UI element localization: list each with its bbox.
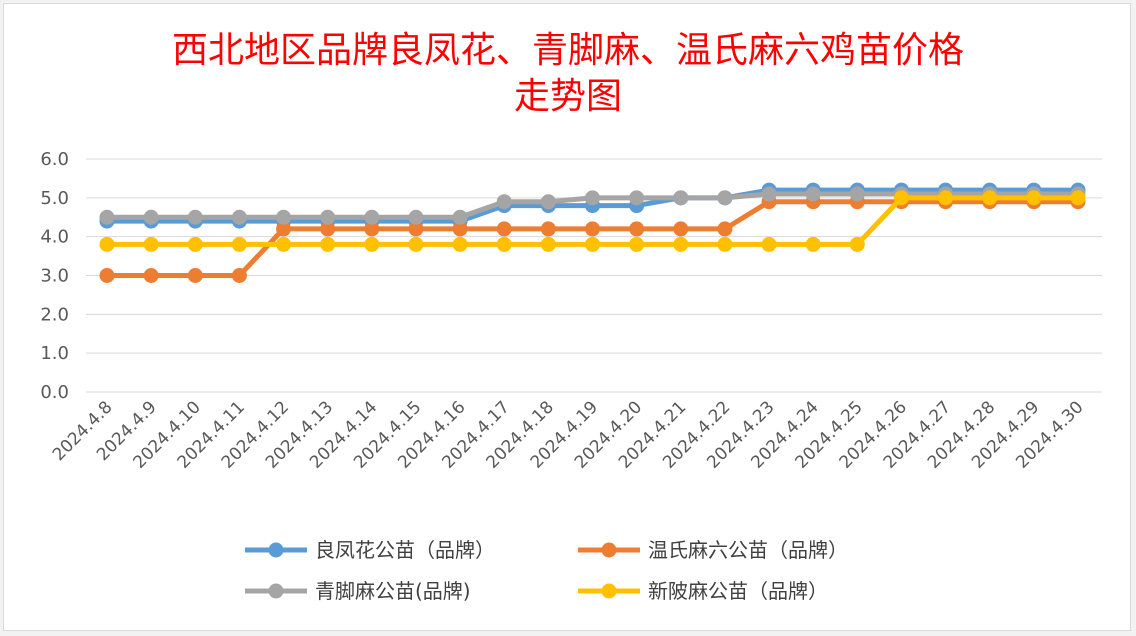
data-point [496, 221, 512, 237]
data-point [629, 236, 645, 252]
data-point [408, 209, 424, 225]
y-tick-label: 5.0 [40, 188, 69, 209]
data-point [143, 209, 159, 225]
data-point [673, 236, 689, 252]
data-point [761, 186, 777, 202]
data-point [320, 209, 336, 225]
data-point [1026, 190, 1042, 206]
legend-label: 新陂麻公苗（品牌） [648, 579, 828, 603]
legend-item: 温氏麻六公苗（品牌） [578, 538, 848, 562]
data-point [717, 236, 733, 252]
data-point [143, 268, 159, 283]
data-point [673, 190, 689, 206]
data-point [452, 209, 468, 225]
y-tick-label: 4.0 [40, 227, 69, 248]
data-point [540, 194, 556, 210]
legend-marker [601, 583, 617, 599]
legend-item: 新陂麻公苗（品牌） [578, 579, 828, 603]
data-point [982, 190, 998, 206]
data-point [629, 190, 645, 206]
series-2 [99, 186, 1086, 225]
data-point [276, 209, 292, 225]
y-tick-label: 2.0 [40, 304, 69, 325]
chart-title-line-1: 西北地区品牌良凤花、青脚麻、温氏麻六鸡苗价格 [172, 30, 964, 71]
y-tick-label: 0.0 [40, 382, 69, 403]
legend-label: 温氏麻六公苗（品牌） [648, 538, 848, 562]
x-axis-ticks: 2024.4.82024.4.92024.4.102024.4.112024.4… [49, 397, 1088, 472]
data-point [276, 236, 292, 252]
data-point [276, 221, 292, 237]
y-tick-label: 6.0 [40, 149, 69, 170]
legend-item: 良凤花公苗（品牌） [245, 538, 495, 562]
data-point [452, 221, 468, 237]
data-point [805, 236, 821, 252]
data-point [1070, 190, 1086, 206]
legend-marker [601, 542, 617, 558]
data-point [99, 236, 115, 252]
data-point [143, 236, 159, 252]
data-point [99, 209, 115, 225]
chart-area [3, 3, 1131, 631]
chart-title-line-2: 走势图 [514, 76, 622, 117]
data-point [585, 221, 600, 237]
data-point [849, 236, 865, 252]
series-3 [99, 190, 1086, 252]
data-point [231, 268, 247, 283]
data-point [585, 236, 600, 252]
legend: 良凤花公苗（品牌） 温氏麻六公苗（品牌） 青脚麻公苗(品牌) 新陂麻公苗（品牌） [245, 538, 848, 603]
data-point [496, 236, 512, 252]
data-point [452, 236, 468, 252]
data-point [187, 209, 203, 225]
data-point [761, 236, 777, 252]
data-point [805, 186, 821, 202]
data-point [320, 221, 336, 237]
legend-item: 青脚麻公苗(品牌) [245, 579, 471, 603]
data-point [187, 268, 203, 283]
y-tick-label: 1.0 [40, 343, 69, 364]
data-point [231, 236, 247, 252]
data-point [408, 236, 424, 252]
series-lines [99, 182, 1086, 283]
legend-label: 良凤花公苗（品牌） [315, 538, 495, 562]
data-point [540, 221, 556, 237]
legend-marker [268, 542, 284, 558]
data-point [99, 268, 115, 283]
data-point [364, 209, 380, 225]
data-point [231, 209, 247, 225]
data-point [717, 190, 733, 206]
data-point [187, 236, 203, 252]
data-point [938, 190, 954, 206]
data-point [585, 190, 600, 206]
data-point [893, 190, 909, 206]
data-point [496, 194, 512, 210]
y-axis-ticks: 0.0 1.0 2.0 3.0 4.0 5.0 6.0 [40, 149, 69, 403]
data-point [717, 221, 733, 237]
legend-label: 青脚麻公苗(品牌) [315, 579, 471, 603]
data-point [673, 221, 689, 237]
data-point [629, 221, 645, 237]
legend-marker [268, 583, 284, 599]
data-point [849, 186, 865, 202]
y-tick-label: 3.0 [40, 266, 69, 287]
data-point [540, 236, 556, 252]
data-point [364, 236, 380, 252]
data-point [320, 236, 336, 252]
chart-title: 西北地区品牌良凤花、青脚麻、温氏麻六鸡苗价格 走势图 [172, 30, 964, 117]
data-point [364, 221, 380, 237]
data-point [408, 221, 424, 237]
